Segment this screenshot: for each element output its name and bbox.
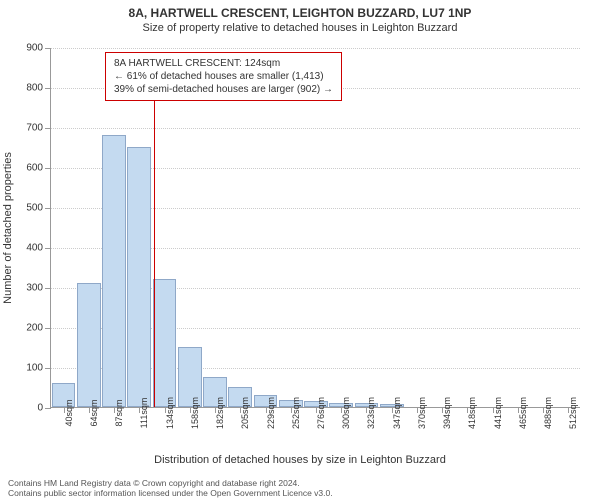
- xtick-label: 205sqm: [240, 397, 250, 429]
- ytick-label: 400: [26, 243, 43, 254]
- ytick: [45, 88, 51, 89]
- footer-attribution: Contains HM Land Registry data © Crown c…: [8, 478, 333, 498]
- ytick-label: 800: [26, 83, 43, 94]
- histogram-bar: [153, 279, 177, 407]
- gridline: [51, 48, 580, 49]
- annotation-line-1: 8A HARTWELL CRESCENT: 124sqm: [114, 57, 333, 70]
- histogram-bar: [127, 147, 151, 407]
- xtick-label: 394sqm: [442, 397, 452, 429]
- ytick-label: 0: [37, 403, 43, 414]
- footer-line-2: Contains public sector information licen…: [8, 488, 333, 498]
- ytick-label: 500: [26, 203, 43, 214]
- annotation-line-2: ← 61% of detached houses are smaller (1,…: [114, 70, 333, 83]
- page-title: 8A, HARTWELL CRESCENT, LEIGHTON BUZZARD,…: [0, 0, 600, 20]
- annotation-line-3: 39% of semi-detached houses are larger (…: [114, 83, 333, 96]
- ytick: [45, 248, 51, 249]
- ytick: [45, 128, 51, 129]
- ytick-label: 100: [26, 363, 43, 374]
- ytick: [45, 368, 51, 369]
- ytick: [45, 208, 51, 209]
- histogram-bar: [102, 135, 126, 407]
- ytick-label: 600: [26, 163, 43, 174]
- ytick-label: 700: [26, 123, 43, 134]
- marker-line: [154, 54, 155, 407]
- ytick: [45, 48, 51, 49]
- xtick-label: 488sqm: [543, 397, 553, 429]
- ytick: [45, 328, 51, 329]
- ytick: [45, 408, 51, 409]
- plot-area: 010020030040050060070080090040sqm64sqm87…: [50, 48, 580, 408]
- page-subtitle: Size of property relative to detached ho…: [0, 20, 600, 40]
- x-axis-label: Distribution of detached houses by size …: [154, 454, 446, 466]
- y-axis-label: Number of detached properties: [2, 152, 14, 304]
- ytick: [45, 168, 51, 169]
- ytick-label: 200: [26, 323, 43, 334]
- xtick-label: 229sqm: [266, 397, 276, 429]
- annotation-box: 8A HARTWELL CRESCENT: 124sqm ← 61% of de…: [105, 52, 342, 101]
- chart-container: 8A, HARTWELL CRESCENT, LEIGHTON BUZZARD,…: [0, 0, 600, 500]
- xtick-label: 441sqm: [493, 397, 503, 429]
- xtick-label: 40sqm: [64, 399, 74, 426]
- ytick-label: 300: [26, 283, 43, 294]
- xtick-label: 300sqm: [341, 397, 351, 429]
- gridline: [51, 128, 580, 129]
- xtick-label: 418sqm: [467, 397, 477, 429]
- ytick: [45, 288, 51, 289]
- footer-line-1: Contains HM Land Registry data © Crown c…: [8, 478, 333, 488]
- xtick-label: 111sqm: [139, 398, 149, 429]
- xtick-label: 134sqm: [165, 397, 175, 429]
- xtick-label: 64sqm: [89, 399, 99, 426]
- xtick-label: 512sqm: [568, 397, 578, 429]
- xtick-label: 465sqm: [518, 397, 528, 429]
- xtick-label: 276sqm: [316, 397, 326, 429]
- xtick-label: 252sqm: [291, 397, 301, 429]
- xtick-label: 87sqm: [114, 399, 124, 426]
- xtick-label: 370sqm: [417, 397, 427, 429]
- histogram-bar: [77, 283, 101, 407]
- xtick-label: 182sqm: [215, 397, 225, 429]
- xtick-label: 158sqm: [190, 397, 200, 429]
- ytick-label: 900: [26, 43, 43, 54]
- xtick-label: 347sqm: [392, 397, 402, 429]
- xtick-label: 323sqm: [366, 397, 376, 429]
